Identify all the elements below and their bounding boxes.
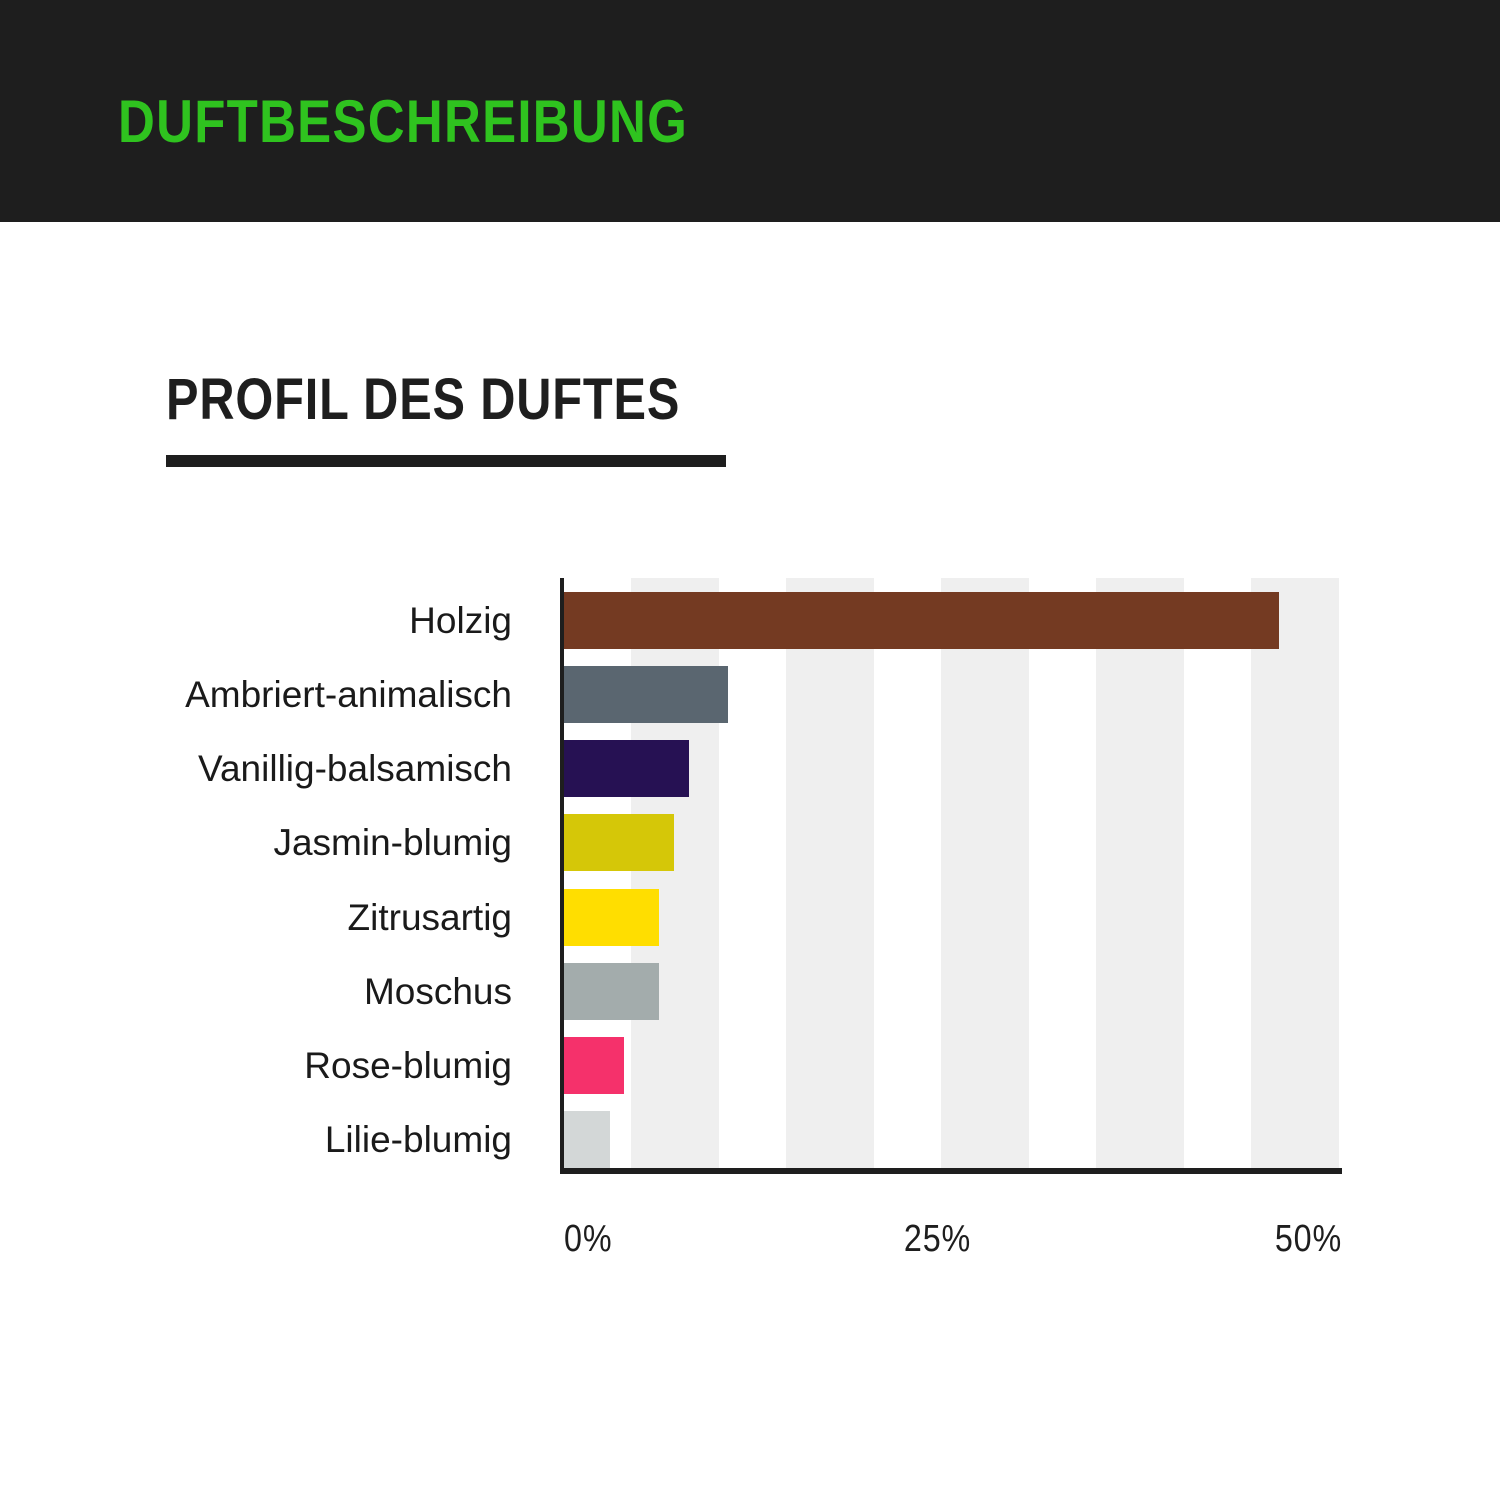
x-tick-25: 25% [903,1218,972,1260]
page-title: DUFTBESCHREIBUNG [118,88,689,155]
category-label-moschus: Moschus [363,970,512,1012]
x-axis-ticks: 0% 25% 50% [564,1218,1342,1268]
bar-holzig [564,592,1280,649]
bar-ambriert-animalisch [564,666,728,724]
x-axis-line [560,1168,1342,1174]
category-labels: Holzig Ambriert-animalisch Vanillig-bals… [0,578,540,1168]
bar-moschus [564,962,660,1020]
title-underline [166,455,726,467]
bar-jasmin-blumig [564,814,675,872]
category-label-jasmin-blumig: Jasmin-blumig [273,822,512,864]
y-axis-line [560,578,564,1174]
chart-title: PROFIL DES DUFTES [166,367,681,432]
bar-vanillig-balsamisch [564,740,690,798]
category-label-rose-blumig: Rose-blumig [304,1044,512,1086]
plot-area [560,578,1342,1174]
category-label-ambriert-animalisch: Ambriert-animalisch [185,674,512,716]
x-tick-50: 50% [1274,1218,1342,1260]
x-tick-0: 0% [564,1218,613,1260]
bar-lilie-blumig [564,1110,611,1168]
bar-zitrusartig [564,888,660,946]
header-band: DUFTBESCHREIBUNG [0,0,1500,222]
category-label-lilie-blumig: Lilie-blumig [324,1118,512,1160]
category-label-zitrusartig: Zitrusartig [347,896,512,938]
bar-rose-blumig [564,1036,624,1094]
category-label-holzig: Holzig [409,600,512,641]
category-label-vanillig-balsamisch: Vanillig-balsamisch [198,748,512,790]
